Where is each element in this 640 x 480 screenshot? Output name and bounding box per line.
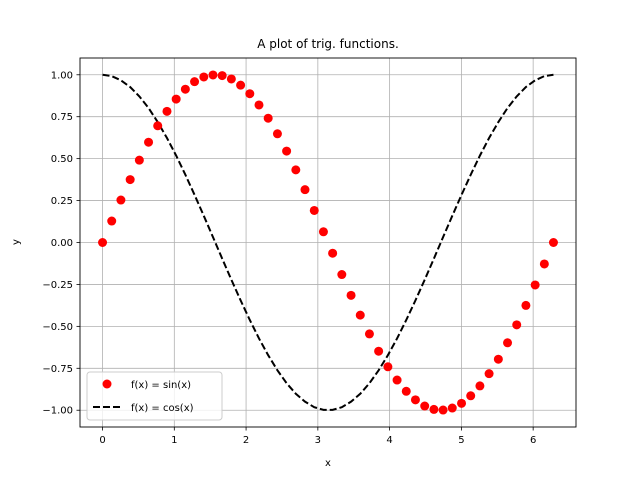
sin-point	[107, 216, 117, 226]
y-tick-label: 0.00	[51, 238, 73, 249]
sin-point	[410, 395, 420, 405]
sin-point	[457, 398, 467, 408]
sin-point	[318, 227, 328, 237]
x-axis-ticks: 0 1 2 3 4 5 6	[99, 427, 536, 446]
sin-point	[116, 195, 126, 205]
y-tick-label: 0.25	[51, 196, 73, 207]
sin-point	[346, 290, 356, 300]
sin-point	[199, 72, 209, 82]
legend-box	[86, 371, 223, 421]
sin-point	[98, 238, 108, 247]
sin-point	[217, 71, 227, 81]
sin-point	[364, 329, 374, 339]
sin-point	[300, 185, 310, 195]
sin-point	[144, 137, 154, 147]
sin-point	[355, 310, 365, 320]
y-tick-label: −0.50	[42, 322, 73, 333]
sin-point	[171, 94, 181, 104]
y-tick-label: −0.75	[42, 364, 73, 375]
sin-point	[272, 129, 282, 139]
sin-point	[438, 405, 448, 415]
sin-point	[484, 369, 494, 379]
y-tick-label: −0.25	[42, 280, 73, 291]
sin-point	[466, 391, 476, 401]
sin-point	[521, 300, 531, 310]
x-tick-label: 4	[386, 435, 392, 446]
y-axis-ticks: −1.00 −0.75 −0.50 −0.25 0.00 0.25 0.50 0.75 1.00	[42, 70, 80, 417]
sin-point	[548, 238, 558, 247]
sin-point	[162, 106, 172, 116]
sin-point	[429, 404, 439, 414]
y-tick-label: 0.50	[51, 154, 73, 165]
sin-point	[190, 77, 200, 87]
legend: f(x) = sin(x) f(x) = cos(x)	[86, 371, 223, 421]
x-tick-label: 3	[315, 435, 321, 446]
x-tick-label: 5	[458, 435, 464, 446]
sin-point	[208, 70, 218, 80]
x-axis-label: x	[325, 458, 331, 469]
sin-point	[282, 146, 292, 156]
y-axis-label: y	[11, 239, 22, 245]
sin-point	[383, 362, 393, 372]
sin-point	[503, 338, 513, 348]
sin-point	[134, 155, 144, 165]
sin-point	[328, 248, 338, 258]
sin-point	[226, 74, 236, 84]
sin-point	[512, 320, 522, 330]
sin-point	[291, 165, 301, 175]
sin-point	[245, 89, 255, 99]
sin-point	[401, 386, 411, 396]
sin-point	[236, 80, 246, 90]
legend-sin-label: f(x) = sin(x)	[131, 380, 191, 391]
sin-point	[337, 270, 347, 280]
sin-point	[254, 100, 264, 110]
sin-point	[420, 401, 430, 411]
legend-cos-label: f(x) = cos(x)	[131, 403, 194, 414]
sin-point	[530, 280, 540, 290]
y-tick-label: 1.00	[51, 70, 73, 81]
sin-point	[493, 354, 503, 364]
chart-title: A plot of trig. functions.	[257, 37, 399, 51]
sin-point	[447, 403, 457, 413]
y-tick-label: 0.75	[51, 112, 73, 123]
x-tick-label: 6	[530, 435, 536, 446]
sin-series	[98, 70, 558, 415]
legend-sin-marker	[102, 379, 112, 389]
x-tick-label: 2	[243, 435, 249, 446]
sin-point	[125, 175, 135, 185]
sin-point	[539, 259, 549, 269]
sin-point	[180, 84, 190, 94]
sin-point	[309, 205, 319, 215]
sin-point	[263, 113, 273, 123]
sin-point	[153, 121, 163, 131]
x-tick-label: 0	[99, 435, 105, 446]
x-tick-label: 1	[171, 435, 177, 446]
y-tick-label: −1.00	[42, 406, 73, 417]
sin-point	[475, 381, 485, 391]
sin-point	[392, 375, 402, 385]
sin-point	[374, 346, 384, 356]
